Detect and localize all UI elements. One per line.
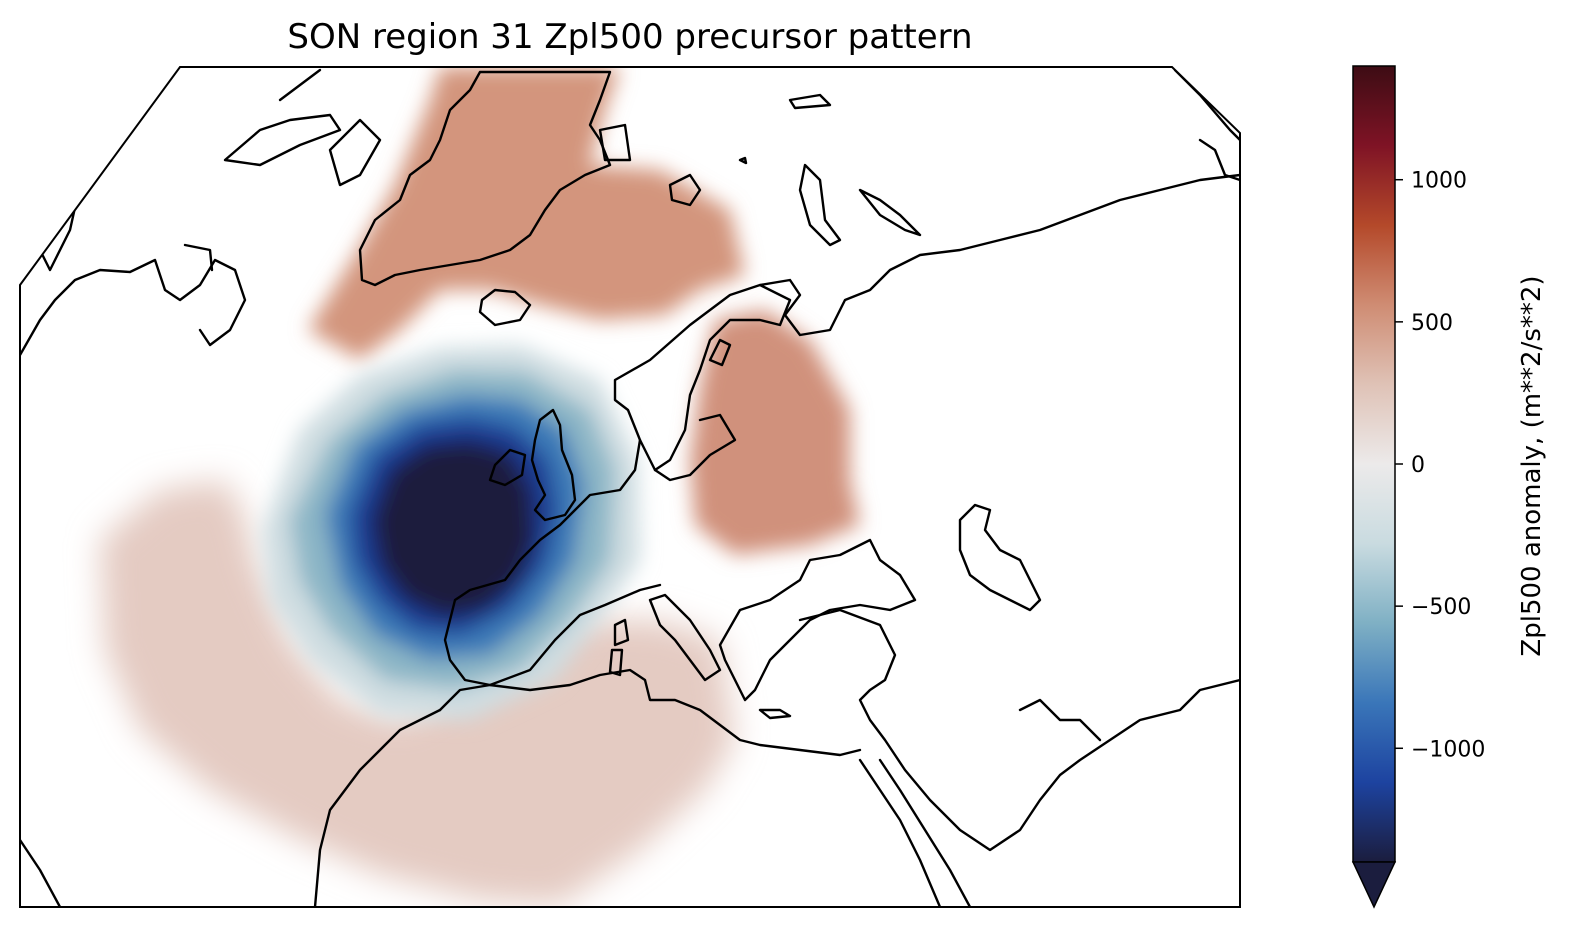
colorbar-tick-label: −1000	[1411, 737, 1485, 762]
colorbar-label: Zpl500 anomaly, (m**2/s**2)	[1517, 275, 1547, 656]
colorbar-tick-label: −500	[1411, 595, 1471, 620]
colorbar-tick-label: 0	[1411, 453, 1425, 478]
map-frame	[19, 66, 1241, 908]
colorbar-tick-label: 500	[1411, 311, 1453, 336]
colorbar-tick-label: 1000	[1411, 169, 1467, 194]
colorbar-bar	[1352, 65, 1396, 863]
coastlines	[20, 68, 1240, 907]
anomaly-field	[100, 67, 860, 905]
positive-anomaly-subtropics	[100, 480, 735, 905]
colorbar: 1000 500 0 −500 −1000 Zpl500 anomaly, (m**2/…	[1351, 65, 1547, 909]
colorbar-extend-min	[1351, 861, 1397, 909]
positive-anomaly-scandinavia	[690, 310, 860, 555]
map-title: SON region 31 Zpl500 precursor pattern	[287, 17, 972, 57]
colorbar-ticks: 1000 500 0 −500 −1000	[1395, 169, 1485, 762]
positive-anomaly-greenland	[308, 67, 745, 360]
